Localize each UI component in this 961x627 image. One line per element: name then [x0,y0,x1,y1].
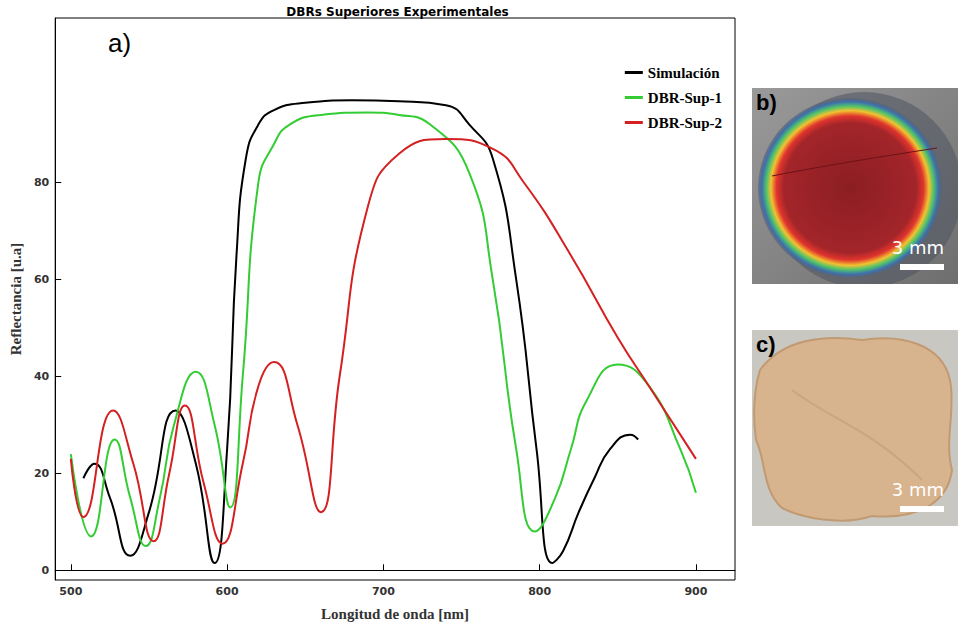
svg-text:Simulación: Simulación [648,65,720,81]
svg-text:60: 60 [34,273,50,286]
svg-text:DBR-Sup-2: DBR-Sup-2 [648,115,722,131]
html-text:3 mm: 3 mm [891,237,944,258]
svg-text:800: 800 [528,585,551,598]
svg-text:20: 20 [34,467,50,480]
svg-text:0: 0 [42,564,50,577]
svg-text:Longitud de onda [nm]: Longitud de onda [nm] [321,606,469,622]
svg-text:DBRs Superiores Experimentales: DBRs Superiores Experimentales [286,5,508,19]
svg-text:80: 80 [34,176,50,189]
svg-text:40: 40 [34,370,50,383]
svg-text:900: 900 [684,585,707,598]
svg-text:DBR-Sup-1: DBR-Sup-1 [648,90,722,106]
svg-text:Reflectancia [u.a]: Reflectancia [u.a] [8,243,24,355]
svg-text:700: 700 [372,585,395,598]
svg-text:500: 500 [59,585,82,598]
html-text:3 mm: 3 mm [891,479,944,500]
html-text:b): b) [756,90,777,115]
svg-text:a): a) [108,28,131,58]
svg-text:600: 600 [216,585,239,598]
html-text:c): c) [756,332,776,357]
